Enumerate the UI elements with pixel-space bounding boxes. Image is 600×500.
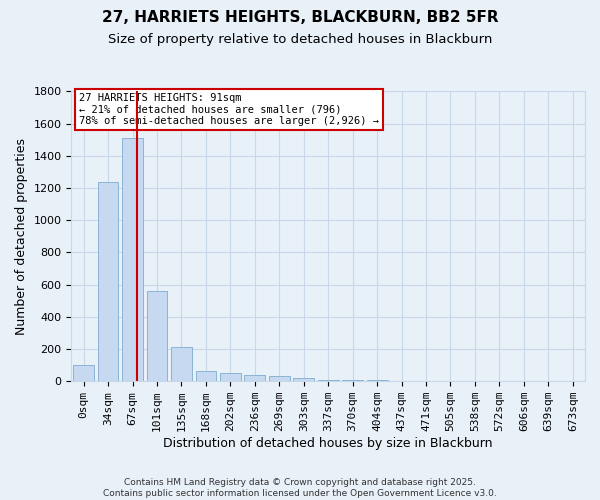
X-axis label: Distribution of detached houses by size in Blackburn: Distribution of detached houses by size … [163,437,493,450]
Y-axis label: Number of detached properties: Number of detached properties [15,138,28,335]
Bar [367,380,388,381]
Text: 27, HARRIETS HEIGHTS, BLACKBURN, BB2 5FR: 27, HARRIETS HEIGHTS, BLACKBURN, BB2 5FR [101,10,499,25]
Text: Size of property relative to detached houses in Blackburn: Size of property relative to detached ho… [108,32,492,46]
Bar [122,138,143,381]
Bar [269,376,290,381]
Bar [220,373,241,381]
Bar [342,380,363,381]
Bar [244,375,265,381]
Bar [171,348,192,381]
Bar [293,378,314,381]
Bar [196,371,217,381]
Bar [146,291,167,381]
Bar [73,365,94,381]
Text: Contains HM Land Registry data © Crown copyright and database right 2025.
Contai: Contains HM Land Registry data © Crown c… [103,478,497,498]
Bar [98,182,118,381]
Bar [318,380,338,381]
Text: 27 HARRIETS HEIGHTS: 91sqm
← 21% of detached houses are smaller (796)
78% of sem: 27 HARRIETS HEIGHTS: 91sqm ← 21% of deta… [79,93,379,126]
